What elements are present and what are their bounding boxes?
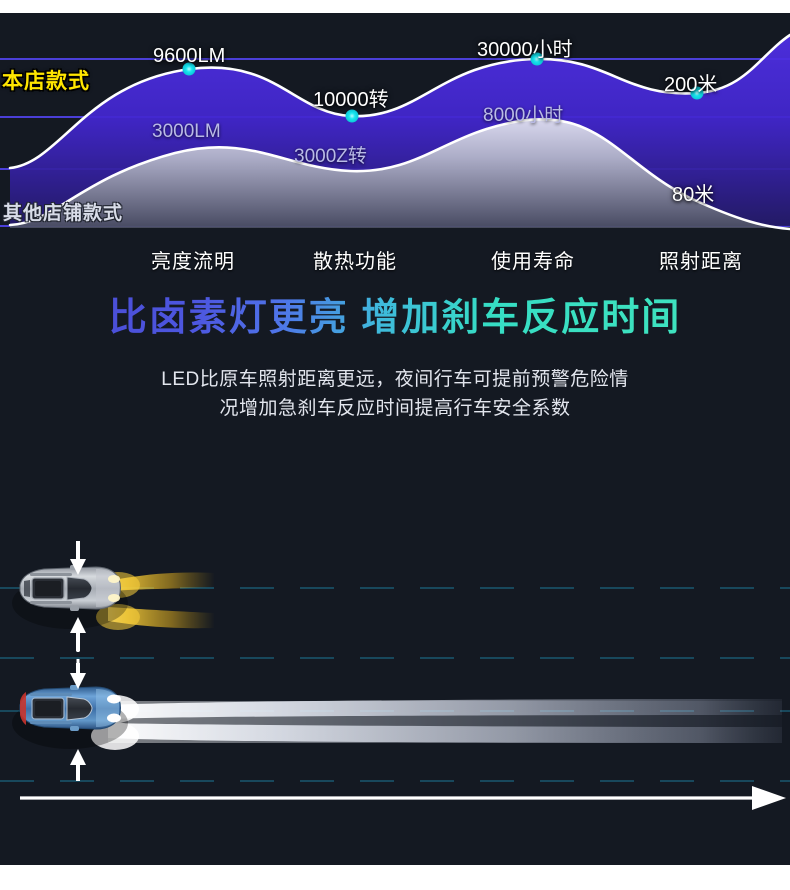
led-lamp-glow-right: [91, 722, 139, 750]
headline-section: 比卤素灯更亮 增加刹车反应时间 LED比原车照射距离更远，夜间行车可提前预警危险…: [0, 295, 790, 423]
data-point-distance: [690, 86, 704, 100]
category-label-brightness: 亮度流明: [151, 251, 235, 273]
category-label-lifespan: 使用寿命: [491, 251, 575, 273]
beam-comparison-graphic: [0, 541, 790, 810]
dark-panel: 本店款式 其他店铺款式 9600LM 10000转 30000小时 200米 3…: [0, 13, 790, 865]
led-beam: [108, 699, 782, 743]
beam-comparison-section: 原车卤素灯 LED大灯 0 40 60 80 100 120 140 160 1…: [0, 533, 790, 865]
halogen-lamp-glow-right: [96, 604, 140, 630]
category-label-distance: 照射距离: [659, 251, 743, 273]
data-point-lifespan: [530, 52, 544, 66]
category-label-cooling: 散热功能: [313, 251, 397, 273]
series-others-area: [10, 119, 790, 229]
chart-data-points: [182, 52, 704, 123]
car-led-topdown: [12, 685, 128, 749]
data-point-cooling: [345, 109, 359, 123]
subtitle-line-2: 况增加急刹车反应时间提高行车安全系数: [219, 397, 571, 419]
comparison-chart-graphic: [0, 33, 790, 231]
subtitle-line-1: LED比原车照射距离更远，夜间行车可提前预警危险情: [161, 368, 629, 390]
car-halogen-topdown: [12, 565, 128, 629]
page-title: 比卤素灯更亮 增加刹车反应时间: [109, 295, 682, 343]
distance-arrows: [70, 541, 86, 781]
chart-category-axis: 亮度流明 散热功能 使用寿命 照射距离: [0, 245, 790, 275]
comparison-chart-section: 本店款式 其他店铺款式 9600LM 10000转 30000小时 200米 3…: [0, 13, 790, 275]
subtitle-block: LED比原车照射距离更远，夜间行车可提前预警危险情 况增加急刹车反应时间提高行车…: [0, 365, 790, 424]
series-others-line: [8, 118, 790, 231]
distance-ruler-axis: [20, 786, 786, 810]
data-point-brightness: [182, 62, 196, 76]
